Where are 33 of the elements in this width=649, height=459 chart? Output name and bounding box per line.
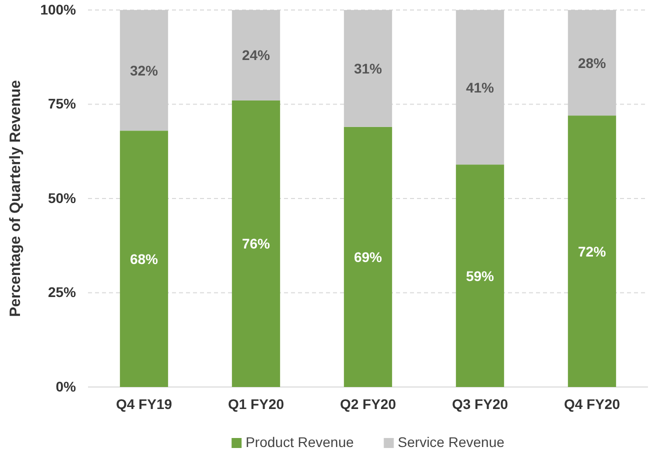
bar — [232, 10, 280, 100]
bar — [568, 10, 616, 116]
x-tick-label: Q4 FY20 — [564, 396, 620, 412]
data-label: 24% — [242, 47, 271, 64]
y-tick-label: 50% — [48, 190, 77, 206]
bar — [344, 10, 392, 127]
data-label: 31% — [354, 60, 383, 76]
legend-label: Service Revenue — [398, 434, 505, 450]
x-tick-label: Q2 FY20 — [340, 396, 396, 412]
y-tick-label: 100% — [40, 1, 77, 18]
data-label: 32% — [130, 62, 159, 78]
y-tick-label: 25% — [48, 284, 77, 300]
data-label: 69% — [354, 248, 383, 265]
x-tick-label: Q4 FY19 — [116, 396, 172, 412]
bar — [344, 126, 392, 387]
bar — [456, 10, 504, 165]
x-tick-label: Q1 FY20 — [228, 396, 284, 412]
data-label: 41% — [466, 79, 495, 96]
data-label: 59% — [466, 268, 495, 284]
bar — [120, 130, 168, 387]
bar — [120, 10, 168, 131]
y-axis-title: Percentage of Quarterly Revenue — [7, 80, 24, 317]
data-label: 68% — [130, 250, 159, 267]
legend-label: Product Revenue — [246, 434, 354, 450]
data-label: 76% — [242, 236, 271, 252]
y-tick-label: 0% — [56, 378, 77, 394]
data-label: 28% — [578, 54, 607, 71]
x-tick-label: Q3 FY20 — [452, 396, 508, 412]
y-tick-label: 75% — [48, 96, 77, 112]
data-label: 72% — [578, 243, 607, 260]
bar — [456, 164, 504, 387]
bar — [568, 116, 616, 387]
bar — [232, 100, 280, 387]
